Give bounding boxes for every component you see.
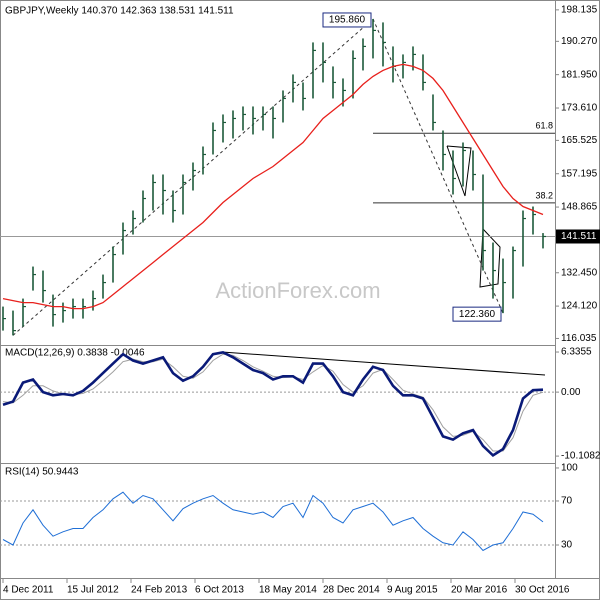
fib-label: 61.8: [535, 121, 553, 131]
y-tick-label: 148.865: [561, 202, 598, 213]
annotation-label: 195.860: [329, 15, 366, 26]
triangle-pattern: [479, 228, 501, 288]
x-tick-label: 20 Mar 2016: [451, 585, 508, 596]
macd-title: MACD(12,26,9) 0.3838 -0.0046: [5, 348, 145, 359]
signal-line: [2, 353, 544, 452]
y-tick-label: 30: [561, 540, 573, 551]
y-tick-label: 157.195: [561, 168, 598, 179]
price-title: GBPJPY,Weekly 140.370 142.363 138.531 14…: [5, 6, 234, 17]
last-price-label: 141.511: [561, 231, 597, 242]
y-tick-label: 0.00: [561, 387, 581, 398]
y-tick-label: 70: [561, 496, 573, 507]
x-tick-label: 18 May 2014: [259, 585, 317, 596]
x-tick-label: 6 Oct 2013: [195, 585, 244, 596]
x-tick-label: 4 Dec 2011: [3, 585, 54, 596]
y-tick-label: 100: [561, 463, 578, 474]
y-tick-label: 190.270: [561, 36, 598, 47]
y-tick-label: 116.035: [561, 333, 597, 344]
x-tick-label: 24 Feb 2013: [131, 585, 188, 596]
x-tick-label: 28 Dec 2014: [323, 585, 380, 596]
y-tick-label: 165.525: [561, 135, 598, 146]
annotation-label: 122.360: [459, 309, 496, 320]
annotation-box: [452, 306, 502, 322]
moving-average: [2, 63, 544, 310]
fib-label: 38.2: [535, 190, 553, 200]
rsi-title: RSI(14) 50.9443: [5, 467, 79, 478]
y-tick-label: -10.1082: [561, 451, 600, 462]
rsi-line: [2, 491, 544, 552]
x-tick-label: 9 Aug 2015: [387, 585, 438, 596]
y-tick-label: 181.950: [561, 69, 598, 80]
y-tick-label: 173.610: [561, 103, 598, 114]
y-tick-label: 198.135: [561, 5, 598, 16]
x-tick-label: 15 Jul 2012: [67, 585, 119, 596]
y-tick-label: 132.450: [561, 267, 598, 278]
macd-line: [2, 350, 544, 458]
triangle-pattern: [446, 145, 472, 197]
annotation-box: [322, 12, 372, 28]
last-price-box: [556, 229, 600, 244]
y-tick-label: 6.3355: [561, 347, 592, 358]
x-tick-label: 30 Oct 2016: [515, 585, 570, 596]
trend-line: [12, 18, 374, 336]
macd-trend-line: [221, 351, 546, 376]
y-tick-label: 124.120: [561, 301, 598, 312]
watermark: ActionForex.com: [215, 278, 380, 303]
